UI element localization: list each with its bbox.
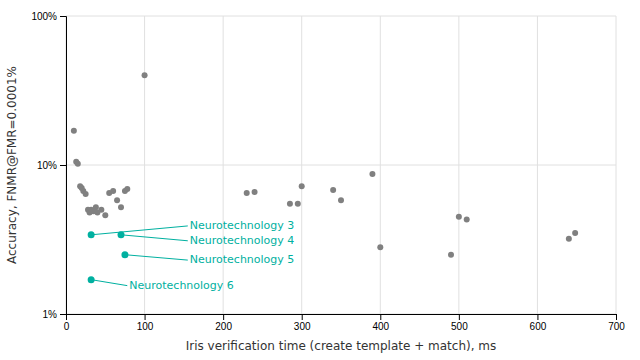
x-axis-tick-label: 200 — [215, 321, 232, 332]
point — [377, 244, 383, 250]
point — [102, 212, 108, 218]
point — [456, 214, 462, 220]
x-axis: 0 100 200 300 400 500 600 700 — [64, 314, 626, 332]
x-axis-tick: 0 — [64, 314, 70, 332]
y-axis-title: Accuracy, FNMR@FMR=0.0001% — [5, 66, 19, 264]
x-axis-tick-mark — [616, 314, 617, 320]
x-axis-tick: 200 — [215, 314, 232, 332]
x-axis-tick-mark — [459, 314, 460, 320]
point — [464, 217, 470, 223]
grid-line-y — [66, 16, 616, 17]
y-axis-tick-mark — [60, 314, 66, 315]
x-axis-tick: 300 — [294, 314, 311, 332]
y-axis-tick: 1% — [43, 309, 66, 320]
point — [124, 186, 130, 192]
x-axis-tick: 700 — [608, 314, 625, 332]
y-axis-tick: 10% — [37, 160, 66, 171]
x-axis-tick-mark — [537, 314, 538, 320]
y-axis-tick: 100% — [31, 11, 66, 22]
annotation-text: Neurotechnology 3 — [190, 219, 295, 232]
x-axis-tick-label: 0 — [64, 321, 70, 332]
point — [88, 276, 95, 283]
annotation-text: Neurotechnology 6 — [129, 279, 234, 292]
y-axis-line — [60, 17, 67, 315]
point — [369, 171, 375, 177]
point — [93, 204, 99, 210]
x-axis-tick: 400 — [372, 314, 389, 332]
x-axis-tick-mark — [302, 314, 303, 320]
point — [252, 189, 258, 195]
point — [114, 197, 120, 203]
annotation-text: Neurotechnology 5 — [190, 253, 295, 266]
point — [566, 236, 572, 242]
grid-line-y — [66, 165, 616, 166]
x-axis-tick-label: 400 — [372, 321, 389, 332]
x-axis-tick-label: 300 — [294, 321, 311, 332]
point — [244, 190, 250, 196]
annotation-line — [125, 255, 188, 260]
point — [572, 230, 578, 236]
annotation-line — [121, 235, 188, 241]
point — [98, 207, 104, 213]
x-axis-title: Iris verification time (create template … — [186, 339, 497, 353]
point — [299, 183, 305, 189]
x-axis-tick-label: 700 — [608, 321, 625, 332]
x-axis-tick-mark — [380, 314, 381, 320]
point — [330, 187, 336, 193]
point — [75, 161, 81, 167]
point — [142, 72, 148, 78]
point — [448, 252, 454, 258]
chart: 0 100 200 300 400 500 600 700 1% 10% 100% Iris veri… — [0, 0, 640, 360]
annotation-line — [91, 226, 188, 235]
x-axis-tick-label: 500 — [451, 321, 468, 332]
x-axis-tick-label: 600 — [530, 321, 547, 332]
y-axis-tick-label: 10% — [37, 160, 57, 171]
y-axis-tick-label: 100% — [31, 11, 57, 22]
x-axis-tick-mark — [223, 314, 224, 320]
annotation-text: Neurotechnology 4 — [190, 234, 295, 247]
point — [118, 231, 125, 238]
point — [287, 201, 293, 207]
x-axis-line — [67, 315, 617, 321]
series — [88, 231, 129, 283]
point — [295, 201, 301, 207]
y-axis-tick-label: 1% — [43, 309, 58, 320]
annotation-line — [91, 280, 127, 286]
x-axis-tick: 100 — [137, 314, 154, 332]
series — [71, 72, 578, 257]
point — [88, 231, 95, 238]
y-axis-tick-mark — [60, 16, 66, 17]
grid — [66, 16, 616, 314]
point — [71, 128, 77, 134]
x-axis-tick-mark — [145, 314, 146, 320]
plot-area — [71, 72, 578, 283]
x-axis-tick: 600 — [530, 314, 547, 332]
y-axis: 1% 10% 100% — [31, 11, 66, 320]
y-axis-tick-mark — [60, 165, 66, 166]
x-axis-tick: 500 — [451, 314, 468, 332]
point — [338, 197, 344, 203]
point — [83, 191, 89, 197]
point — [118, 204, 124, 210]
x-axis-tick-label: 100 — [137, 321, 154, 332]
point — [110, 188, 116, 194]
point — [121, 251, 128, 258]
annotations: Neurotechnology 3 Neurotechnology 4 Neurot… — [91, 219, 294, 292]
